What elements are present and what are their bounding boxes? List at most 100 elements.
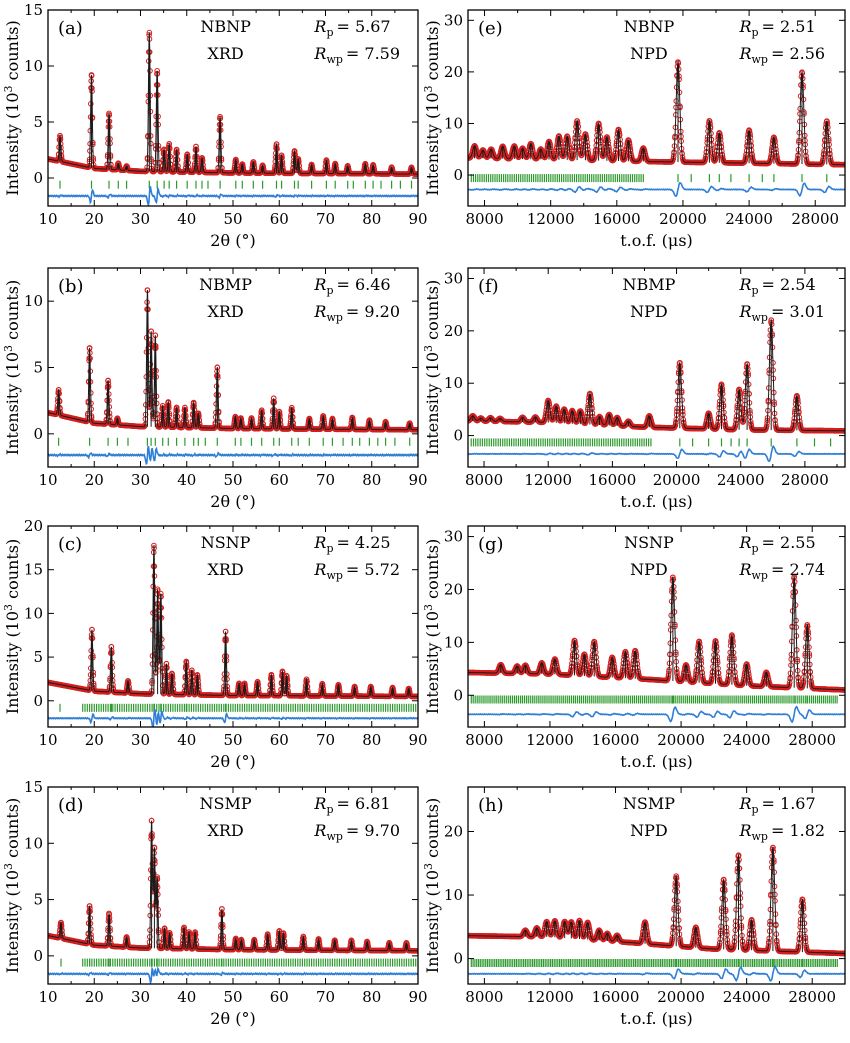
plot-area-b bbox=[48, 287, 418, 466]
x-tick-label: 40 bbox=[177, 731, 196, 749]
x-tick-label: 50 bbox=[223, 471, 242, 489]
rwp-value: = 7.59 bbox=[346, 44, 400, 63]
calculated-line-b bbox=[48, 290, 418, 431]
x-tick-label: 30 bbox=[131, 471, 150, 489]
difference-line-a bbox=[48, 185, 418, 206]
rwp-factor: Rwp = 9.20 bbox=[313, 302, 400, 324]
y-tick-label: 5 bbox=[33, 359, 43, 377]
rwp-factor: Rwp = 5.72 bbox=[313, 560, 400, 582]
rp-symbol: R bbox=[313, 533, 326, 552]
x-tick-label: 30 bbox=[131, 731, 150, 749]
y-tick-label: 10 bbox=[24, 604, 43, 622]
x-tick-label: 90 bbox=[408, 731, 427, 749]
y-label-sup: 3 bbox=[2, 345, 15, 352]
x-axis-label: 2θ (°) bbox=[210, 752, 255, 771]
rp-symbol: R bbox=[313, 275, 326, 294]
y-label-main: Intensity (10 bbox=[3, 611, 22, 714]
x-tick-label: 40 bbox=[177, 210, 196, 228]
bragg-ticks-c bbox=[59, 703, 417, 712]
y-tick-label: 20 bbox=[24, 517, 43, 535]
x-axis-label: 2θ (°) bbox=[210, 492, 255, 511]
y-label-main: Intensity (10 bbox=[3, 92, 22, 195]
panel-label: (b) bbox=[58, 276, 84, 297]
x-tick-label: 20 bbox=[85, 731, 104, 749]
x-tick-label: 80 bbox=[362, 471, 381, 489]
plot-area-c bbox=[48, 542, 418, 727]
rp-value: = 6.46 bbox=[336, 275, 390, 294]
rp-value: = 5.67 bbox=[336, 17, 390, 36]
rwp-factor: Rwp = 7.59 bbox=[313, 44, 400, 66]
x-tick-label: 70 bbox=[316, 471, 335, 489]
technique-name: XRD bbox=[207, 302, 243, 321]
rp-factor: Rp = 4.25 bbox=[313, 533, 390, 555]
y-tick-label: 10 bbox=[24, 292, 43, 310]
x-axis-label: 2θ (°) bbox=[210, 231, 255, 250]
rp-factor: Rp = 5.67 bbox=[313, 17, 390, 39]
rp-subscript: p bbox=[326, 26, 333, 39]
x-tick-label: 50 bbox=[223, 210, 242, 228]
y-label-tail: counts) bbox=[3, 539, 22, 604]
y-tick-label: 5 bbox=[33, 648, 43, 666]
y-tick-label: 15 bbox=[24, 561, 43, 579]
x-tick-label: 80 bbox=[362, 731, 381, 749]
y-label-main: Intensity (10 bbox=[3, 352, 22, 455]
y-label-sup: 3 bbox=[2, 604, 15, 611]
plot-frame-a bbox=[47, 9, 419, 207]
y-label-tail: counts) bbox=[3, 280, 22, 345]
sample-name: NBMP bbox=[199, 275, 252, 294]
rwp-value: = 5.72 bbox=[346, 560, 400, 579]
plot-area-d bbox=[48, 817, 418, 984]
difference-line-b bbox=[48, 445, 418, 466]
sample-name: NBNP bbox=[200, 17, 251, 36]
y-tick-label: 15 bbox=[24, 1, 43, 19]
panel-label: (c) bbox=[58, 534, 82, 555]
x-tick-label: 90 bbox=[408, 471, 427, 489]
x-tick-label: 40 bbox=[177, 471, 196, 489]
y-tick-label: 0 bbox=[33, 425, 43, 443]
rp-symbol: R bbox=[313, 17, 326, 36]
x-tick-label: 70 bbox=[316, 731, 335, 749]
x-tick-label: 20 bbox=[85, 210, 104, 228]
rwp-subscript: wp bbox=[326, 53, 342, 66]
sample-name: NSNP bbox=[201, 533, 251, 552]
bragg-ticks-a bbox=[59, 180, 413, 189]
rwp-symbol: R bbox=[313, 44, 326, 63]
bragg-ticks-b bbox=[57, 437, 411, 446]
x-tick-label: 30 bbox=[131, 210, 150, 228]
y-axis-label: Intensity (103 counts) bbox=[2, 280, 22, 455]
rp-factor: Rp = 6.46 bbox=[313, 275, 390, 297]
panel-b: 10 20 30 40 50 60 70 80 90 0 5 10 2θ (°) Intensity (1… bbox=[2, 267, 428, 511]
y-tick-label: 0 bbox=[33, 692, 43, 710]
technique-name: XRD bbox=[207, 44, 243, 63]
x-tick-label: 10 bbox=[38, 210, 57, 228]
observed-point bbox=[116, 421, 122, 428]
rp-subscript: p bbox=[326, 284, 333, 297]
x-tick-label: 80 bbox=[362, 210, 381, 228]
y-axis-label: Intensity (103 counts) bbox=[2, 539, 22, 714]
y-label-sup: 3 bbox=[2, 85, 15, 92]
calculated-line-a bbox=[48, 32, 418, 175]
x-tick-label: 20 bbox=[85, 471, 104, 489]
rwp-symbol: R bbox=[313, 302, 326, 321]
plot-area-a bbox=[48, 29, 418, 206]
y-axis-label: Intensity (103 counts) bbox=[2, 20, 22, 195]
x-tick-label: 10 bbox=[38, 471, 57, 489]
rp-value: = 4.25 bbox=[336, 533, 390, 552]
technique-name: XRD bbox=[207, 560, 243, 579]
y-tick-label: 10 bbox=[24, 57, 43, 75]
x-tick-label: 10 bbox=[38, 731, 57, 749]
plot-frame-b bbox=[47, 267, 419, 468]
rwp-subscript: wp bbox=[326, 311, 342, 324]
panel-label: (a) bbox=[58, 18, 83, 39]
y-tick-label: 5 bbox=[33, 113, 43, 131]
x-tick-label: 70 bbox=[316, 210, 335, 228]
x-tick-label: 50 bbox=[223, 731, 242, 749]
rwp-value: = 9.20 bbox=[346, 302, 400, 321]
rwp-symbol: R bbox=[313, 560, 326, 579]
x-tick-label: 60 bbox=[270, 731, 289, 749]
y-tick-label: 0 bbox=[33, 169, 43, 187]
x-tick-label: 60 bbox=[270, 471, 289, 489]
y-label-tail: counts) bbox=[3, 20, 22, 85]
